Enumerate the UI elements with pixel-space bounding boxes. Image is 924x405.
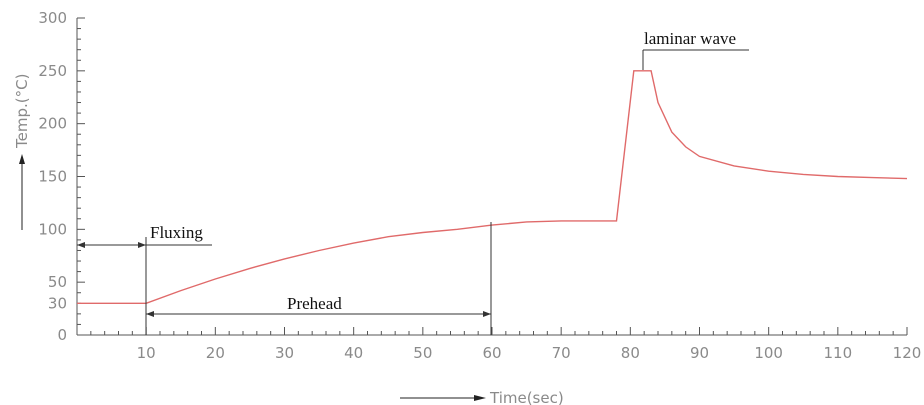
y-tick-label: 0 [57, 326, 67, 344]
x-tick-label: 30 [275, 344, 294, 362]
y-tick-label: 250 [38, 62, 67, 80]
fluxing-label: Fluxing [150, 223, 203, 242]
x-tick-label: 90 [690, 344, 709, 362]
x-tick-label: 60 [482, 344, 501, 362]
y-tick-label: 150 [38, 168, 67, 186]
y-tick-label: 200 [38, 115, 67, 133]
x-axis-title: Time(sec) [489, 389, 564, 405]
x-tick-label: 10 [137, 344, 156, 362]
x-tick-label: 50 [413, 344, 432, 362]
laminar-wave-label: laminar wave [644, 29, 736, 48]
x-axis-title-arrowhead [474, 395, 486, 401]
x-tick-label: 70 [552, 344, 571, 362]
x-tick-label: 20 [206, 344, 225, 362]
prehead-arrowhead-left [146, 311, 154, 317]
x-tick-label: 120 [893, 344, 922, 362]
fluxing-arrowhead-right [138, 242, 146, 248]
x-tick-label: 100 [754, 344, 783, 362]
y-tick-label: 100 [38, 220, 67, 238]
prehead-arrowhead-right [483, 311, 491, 317]
y-tick-label: 50 [48, 273, 67, 291]
y-tick-label: 300 [38, 9, 67, 27]
y-axis-title-group: Temp.(°C) [13, 74, 31, 230]
axis-ticks [77, 17, 908, 335]
prehead-label: Prehead [287, 294, 342, 313]
y-axis-title: Temp.(°C) [13, 74, 31, 149]
x-tick-label: 80 [621, 344, 640, 362]
y-tick-label: 30 [48, 294, 67, 312]
x-tick-label: 110 [824, 344, 853, 362]
x-tick-labels: 10 20 30 40 50 60 70 80 90 100 110 120 [137, 344, 922, 362]
fluxing-arrowhead-left [77, 242, 85, 248]
y-axis-title-arrowhead [19, 154, 25, 164]
y-tick-labels: 0 30 50 100 150 200 250 300 [38, 9, 67, 344]
x-tick-label: 40 [344, 344, 363, 362]
temperature-curve [77, 70, 908, 304]
